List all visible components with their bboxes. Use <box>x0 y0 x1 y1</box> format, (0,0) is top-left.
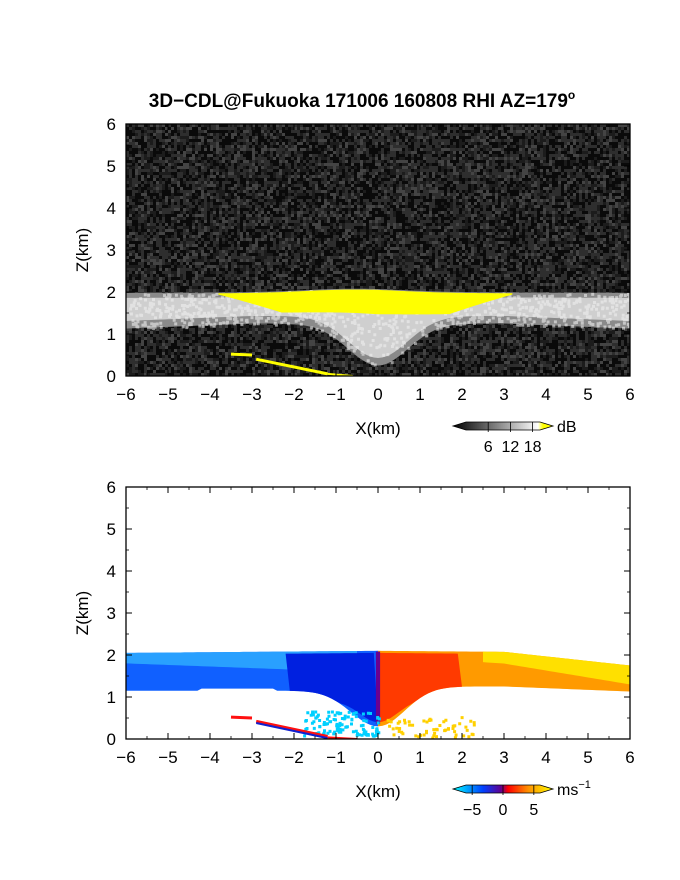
reflectivity-y-tick-label: 6 <box>107 115 116 134</box>
reflectivity-y-tick-label: 5 <box>107 157 116 176</box>
velocity-y-tick-label: 3 <box>107 604 116 623</box>
velocity-x-tick-label: 5 <box>583 748 592 767</box>
velocity-x-tick-label: 1 <box>415 748 424 767</box>
velocity-y-tick-label: 6 <box>107 478 116 497</box>
reflectivity-x-tick-label: 5 <box>583 385 592 404</box>
velocity-negative-core <box>285 652 378 723</box>
velocity-x-tick-label: −2 <box>284 748 303 767</box>
velocity-y-tick-label: 4 <box>107 562 116 581</box>
velocity-positive-upper-band <box>483 651 630 685</box>
reflectivity-field <box>126 124 630 376</box>
reflectivity-clutter-line <box>255 357 328 376</box>
reflectivity-x-tick-label: −5 <box>158 385 177 404</box>
reflectivity-x-tick-label: −2 <box>284 385 303 404</box>
reflectivity-axes: −6 −5 −4 −3 −2 −1 0 1 2 3 4 5 6 0 1 2 3 4 5 6 <box>107 115 635 404</box>
velocity-colorbar-tick-label: 0 <box>499 802 508 819</box>
reflectivity-y-tick-label: 3 <box>107 241 116 260</box>
velocity-x-tick-label: −6 <box>116 748 135 767</box>
velocity-y-tick-label: 2 <box>107 646 116 665</box>
reflectivity-clutter-segment <box>230 352 253 357</box>
reflectivity-x-tick-label: 0 <box>373 385 382 404</box>
reflectivity-x-tick-label: 1 <box>415 385 424 404</box>
reflectivity-colorbar-gradient <box>451 421 555 431</box>
velocity-x-tick-label: 6 <box>625 748 634 767</box>
reflectivity-y-tick-label: 1 <box>107 325 116 344</box>
velocity-x-tick-label: −5 <box>158 748 177 767</box>
chart-title: 3D−CDL@Fukuoka 171006 160808 RHI AZ=179o <box>149 88 576 112</box>
reflectivity-x-tick-label: 4 <box>541 385 550 404</box>
reflectivity-x-tick-label: −6 <box>116 385 135 404</box>
velocity-x-tick-label: 3 <box>499 748 508 767</box>
reflectivity-x-tick-label: −3 <box>242 385 261 404</box>
velocity-panel: −6 −5 −4 −3 −2 −1 0 1 2 3 4 5 6 0 1 2 3 4 5 6 X(km) Z(km) −… <box>73 478 635 819</box>
velocity-axes: −6 −5 −4 −3 −2 −1 0 1 2 3 4 5 6 0 1 2 3 4 5 6 <box>107 478 635 767</box>
reflectivity-x-tick-label: 6 <box>625 385 634 404</box>
reflectivity-colorbar-unit: dB <box>557 419 577 436</box>
reflectivity-colorbar-tick-label: 18 <box>524 439 542 456</box>
velocity-y-axis-label: Z(km) <box>73 591 92 635</box>
velocity-positive-core <box>378 652 462 723</box>
velocity-colorbar-tick-label: −5 <box>463 802 481 819</box>
reflectivity-x-tick-label: −1 <box>326 385 345 404</box>
reflectivity-colorbar-ticks: 6 12 18 <box>484 422 542 456</box>
velocity-speckle-negative <box>303 710 381 738</box>
reflectivity-y-tick-label: 4 <box>107 199 116 218</box>
velocity-field <box>126 487 630 739</box>
reflectivity-x-tick-label: −4 <box>200 385 219 404</box>
reflectivity-x-tick-label: 3 <box>499 385 508 404</box>
reflectivity-colorbar-tick-label: 12 <box>502 439 520 456</box>
velocity-x-tick-label: 0 <box>373 748 382 767</box>
velocity-clutter-line-blue <box>255 722 328 739</box>
velocity-colorbar-tick-label: 5 <box>529 802 538 819</box>
reflectivity-layer-speckle <box>129 289 630 367</box>
reflectivity-y-tick-label: 0 <box>107 367 116 386</box>
velocity-x-tick-label: 2 <box>457 748 466 767</box>
velocity-colorbar-ticks: −5 0 5 <box>463 785 538 819</box>
velocity-y-tick-label: 0 <box>107 730 116 749</box>
velocity-clutter-segment <box>230 715 253 720</box>
reflectivity-x-axis-label: X(km) <box>355 419 400 438</box>
reflectivity-y-axis-label: Z(km) <box>73 228 92 272</box>
velocity-y-tick-label: 1 <box>107 688 116 707</box>
velocity-zero-transition <box>375 651 381 725</box>
velocity-y-tick-label: 5 <box>107 520 116 539</box>
reflectivity-colorbar-tick-label: 6 <box>484 439 493 456</box>
velocity-clutter-line <box>255 719 328 738</box>
velocity-colorbar-unit: ms−1 <box>557 779 591 799</box>
velocity-x-tick-label: −4 <box>200 748 219 767</box>
reflectivity-strong-core <box>218 289 513 315</box>
reflectivity-x-tick-label: 2 <box>457 385 466 404</box>
velocity-x-tick-label: −1 <box>326 748 345 767</box>
velocity-colorbar: −5 0 5 ms−1 <box>451 779 591 819</box>
reflectivity-colorbar: 6 12 18 dB <box>451 419 577 456</box>
velocity-x-axis-label: X(km) <box>355 782 400 801</box>
velocity-x-tick-label: 4 <box>541 748 550 767</box>
reflectivity-y-tick-label: 2 <box>107 283 116 302</box>
velocity-x-tick-label: −3 <box>242 748 261 767</box>
velocity-speckle-positive <box>386 716 476 739</box>
